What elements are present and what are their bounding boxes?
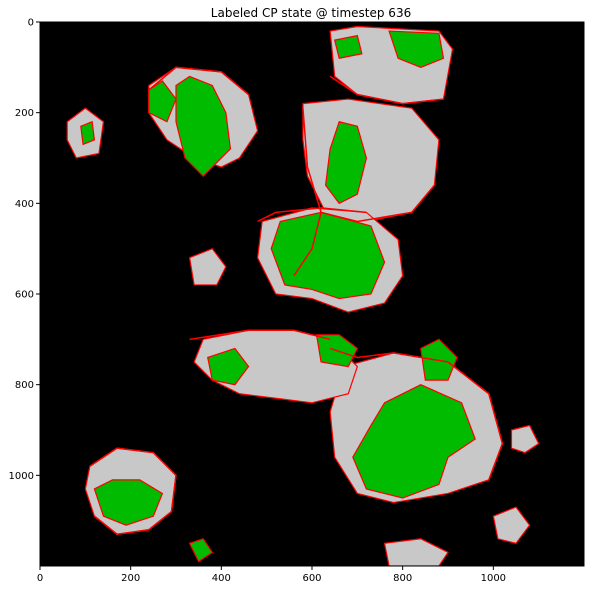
y-tick-label: 800	[15, 380, 34, 391]
x-tick-label: 200	[121, 573, 140, 584]
region-active-17	[93, 479, 164, 526]
region-active-19	[80, 120, 96, 146]
boundary-line-7	[293, 212, 322, 277]
boundary-line-3	[329, 75, 444, 105]
region-active-14	[207, 347, 250, 386]
region-inactive-21	[492, 506, 531, 545]
y-tick-label: 0	[28, 18, 34, 29]
region-active-7	[333, 34, 363, 59]
boundary-line-5	[189, 329, 331, 341]
y-axis: 0 200 400 600 800 1000	[9, 18, 40, 482]
region-active-4	[324, 121, 368, 205]
x-axis: 0 200 400 600 800 1000	[37, 566, 506, 584]
boundaries-layer	[89, 66, 504, 536]
y-tick-label: 400	[15, 199, 34, 210]
region-active-23	[188, 538, 214, 563]
chart-title: Labeled CP state @ timestep 636	[211, 6, 411, 20]
plot-area	[39, 21, 585, 567]
boundary-line-2	[329, 347, 504, 481]
x-tick-label: 400	[212, 573, 231, 584]
region-active-1	[175, 75, 232, 177]
region-active-11	[352, 384, 476, 499]
boundary-line-4	[148, 66, 250, 96]
x-tick-label: 0	[37, 573, 43, 584]
region-inactive-20	[188, 247, 227, 286]
region-active-9	[270, 211, 386, 300]
x-tick-label: 1000	[481, 573, 506, 584]
boundary-line-0	[302, 108, 435, 223]
region-inactive-24	[510, 424, 540, 454]
boundary-line-1	[257, 207, 367, 223]
y-tick-label: 600	[15, 290, 34, 301]
region-active-2	[148, 80, 177, 123]
x-tick-label: 800	[393, 573, 412, 584]
y-tick-label: 1000	[9, 471, 34, 482]
boundary-line-6	[89, 447, 177, 536]
regions-layer	[66, 25, 540, 566]
x-tick-label: 600	[302, 573, 321, 584]
region-active-6	[388, 30, 445, 68]
y-tick-label: 200	[15, 108, 34, 119]
region-inactive-22	[383, 538, 449, 566]
